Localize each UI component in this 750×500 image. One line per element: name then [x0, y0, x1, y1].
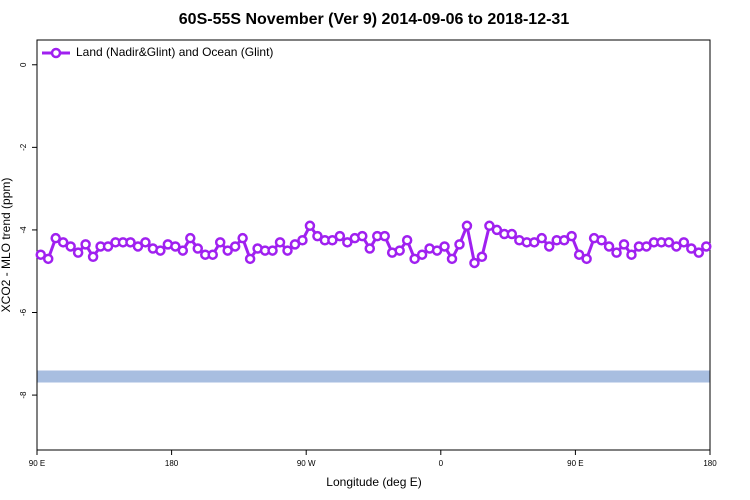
- point: [207, 249, 218, 260]
- point: [558, 235, 570, 246]
- point: [80, 239, 91, 250]
- x-tick-label: 0: [439, 459, 444, 468]
- point: [581, 253, 592, 265]
- y-tick-label: -4: [19, 226, 28, 234]
- point: [618, 239, 630, 250]
- point: [394, 245, 405, 256]
- point: [566, 230, 577, 242]
- point: [454, 239, 465, 250]
- point: [267, 245, 278, 256]
- point: [357, 230, 368, 242]
- point: [72, 247, 84, 258]
- point: [626, 249, 637, 260]
- point: [401, 235, 413, 246]
- y-axis-title: XCO2 - MLO trend (ppm): [0, 178, 13, 313]
- legend-marker: [50, 47, 62, 59]
- point: [185, 232, 196, 244]
- chart-title: 60S-55S November (Ver 9) 2014-09-06 to 2…: [179, 11, 570, 28]
- point: [506, 228, 518, 240]
- y-tick-label: -8: [19, 391, 28, 399]
- point: [297, 235, 308, 246]
- point: [573, 249, 585, 260]
- point: [603, 241, 615, 252]
- point: [244, 253, 256, 265]
- point: [596, 235, 607, 246]
- x-tick-label: 90 E: [29, 459, 45, 468]
- y-tick-label: -2: [19, 143, 28, 151]
- point: [192, 243, 204, 254]
- x-tick-label: 180: [165, 459, 179, 468]
- point: [214, 237, 226, 248]
- point: [102, 241, 114, 252]
- point: [140, 237, 151, 248]
- point: [439, 241, 450, 252]
- x-tick-label: 90 E: [567, 459, 583, 468]
- point: [693, 247, 705, 258]
- point: [274, 237, 286, 248]
- point: [327, 235, 338, 246]
- point: [461, 220, 473, 232]
- point: [476, 251, 488, 263]
- point: [282, 245, 293, 256]
- point: [334, 230, 346, 242]
- point: [125, 237, 136, 248]
- point: [491, 224, 503, 236]
- point: [87, 251, 99, 263]
- legend-label: Land (Nadir&Glint) and Ocean (Glint): [76, 45, 273, 59]
- point: [155, 245, 166, 256]
- point: [304, 220, 316, 232]
- x-tick-label: 90 W: [297, 459, 316, 468]
- point: [237, 232, 248, 244]
- x-axis-title: Longitude (deg E): [326, 475, 421, 489]
- point: [177, 245, 189, 256]
- point: [364, 243, 376, 254]
- point: [611, 247, 622, 258]
- point: [536, 232, 547, 244]
- point: [170, 241, 181, 252]
- point: [312, 230, 323, 242]
- point: [289, 239, 301, 250]
- point: [484, 220, 495, 232]
- point: [543, 241, 555, 252]
- point: [42, 253, 54, 265]
- point: [469, 257, 480, 269]
- point: [678, 237, 690, 248]
- point: [35, 249, 46, 260]
- point: [132, 241, 144, 252]
- point: [65, 241, 76, 252]
- point: [57, 237, 69, 248]
- point: [663, 237, 675, 248]
- point: [409, 253, 420, 265]
- point: [50, 232, 61, 244]
- y-tick-label: -6: [19, 308, 28, 316]
- point: [686, 243, 697, 254]
- point: [229, 241, 241, 252]
- point: [222, 245, 233, 256]
- y-tick-label: 0: [19, 62, 28, 67]
- point: [671, 241, 682, 252]
- point: [641, 241, 652, 252]
- point: [431, 245, 443, 256]
- reference-band: [37, 370, 710, 383]
- x-tick-label: 180: [703, 459, 717, 468]
- point: [446, 253, 458, 265]
- point: [379, 230, 390, 242]
- point: [701, 241, 712, 252]
- point: [529, 237, 540, 248]
- point: [416, 249, 428, 260]
- point: [342, 237, 353, 248]
